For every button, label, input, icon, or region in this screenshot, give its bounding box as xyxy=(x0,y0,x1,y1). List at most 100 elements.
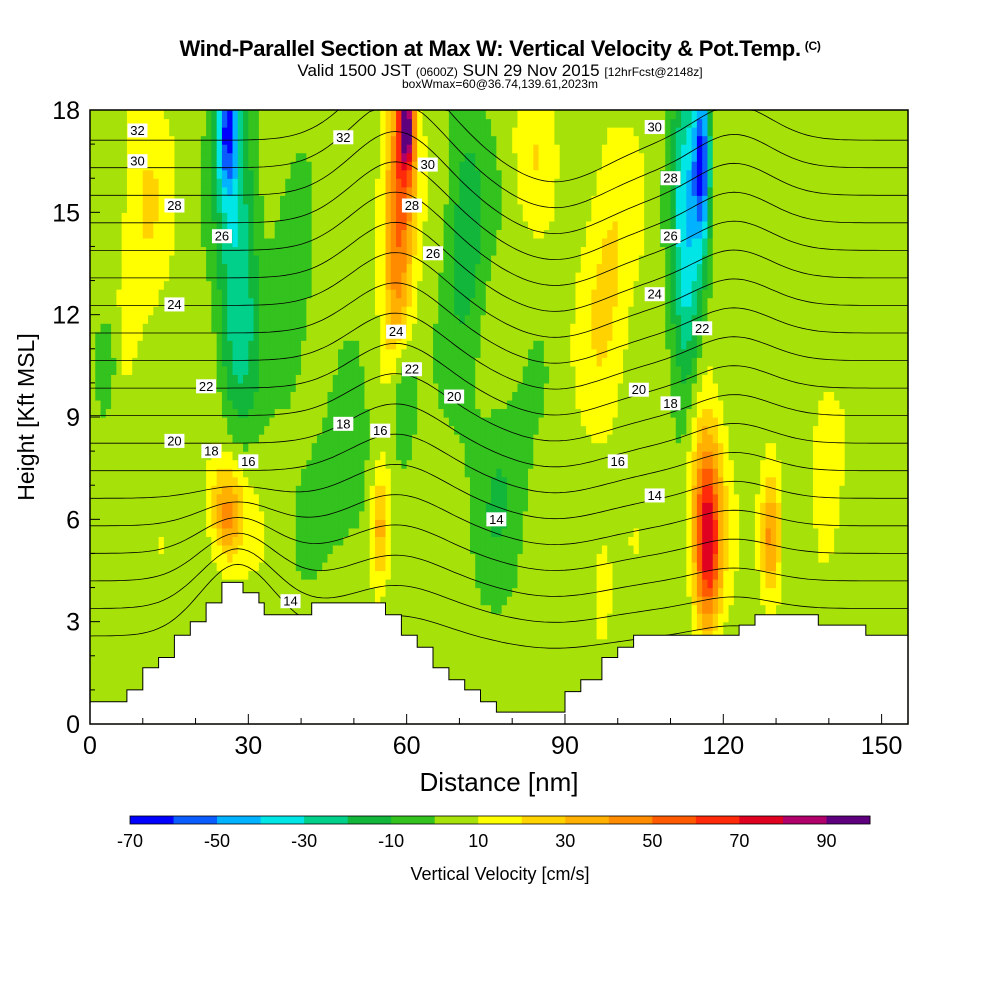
velocity-cell xyxy=(427,510,434,520)
velocity-cell xyxy=(279,553,286,563)
chart-title: Wind-Parallel Section at Max W: Vertical… xyxy=(0,36,1000,62)
velocity-cell xyxy=(301,417,307,427)
velocity-cell xyxy=(396,434,402,444)
velocity-cell xyxy=(316,459,323,469)
velocity-cell xyxy=(316,587,323,597)
velocity-cell xyxy=(153,280,160,290)
velocity-cell xyxy=(290,536,297,546)
velocity-cell xyxy=(100,630,107,640)
velocity-cell xyxy=(359,408,366,418)
velocity-cell xyxy=(227,536,234,546)
velocity-cell xyxy=(269,144,276,154)
velocity-cell xyxy=(111,272,117,282)
velocity-cell xyxy=(396,314,402,324)
velocity-cell xyxy=(158,638,165,648)
velocity-cell xyxy=(448,314,455,324)
velocity-cell xyxy=(327,272,334,282)
velocity-cell xyxy=(327,382,334,393)
velocity-cell xyxy=(184,212,191,222)
velocity-cell xyxy=(322,459,329,469)
velocity-cell xyxy=(364,110,371,120)
velocity-cell xyxy=(411,604,418,614)
velocity-cell xyxy=(253,246,260,256)
velocity-cell xyxy=(258,417,265,427)
velocity-cell xyxy=(443,289,450,299)
velocity-cell xyxy=(443,561,450,572)
velocity-cell xyxy=(253,212,260,222)
velocity-cell xyxy=(411,220,418,230)
velocity-cell xyxy=(311,502,318,512)
velocity-cell xyxy=(390,229,397,239)
velocity-cell xyxy=(137,348,144,358)
velocity-cell xyxy=(169,459,176,469)
velocity-cell xyxy=(390,587,397,597)
velocity-cell xyxy=(306,195,313,205)
velocity-cell xyxy=(433,476,439,486)
velocity-cell xyxy=(100,536,107,546)
velocity-cell xyxy=(295,468,302,478)
velocity-cell xyxy=(169,118,176,128)
velocity-cell xyxy=(448,272,455,282)
velocity-cell xyxy=(95,169,102,179)
velocity-cell xyxy=(200,195,207,205)
velocity-cell xyxy=(137,417,144,427)
velocity-cell xyxy=(274,340,281,350)
velocity-cell xyxy=(327,263,334,273)
velocity-cell xyxy=(401,229,408,239)
velocity-cell xyxy=(311,374,318,384)
velocity-cell xyxy=(137,647,144,657)
velocity-cell xyxy=(105,604,112,614)
velocity-cell xyxy=(427,127,434,137)
velocity-cell xyxy=(443,127,450,137)
velocity-cell xyxy=(195,587,202,597)
velocity-cell xyxy=(322,553,329,563)
velocity-cell xyxy=(269,169,276,179)
velocity-cell xyxy=(274,536,281,546)
velocity-cell xyxy=(290,280,297,290)
velocity-cell xyxy=(433,570,439,580)
velocity-cell xyxy=(359,127,366,137)
velocity-cell xyxy=(126,638,133,648)
velocity-cell xyxy=(137,425,144,435)
velocity-cell xyxy=(153,485,160,495)
velocity-cell xyxy=(353,357,360,367)
velocity-cell xyxy=(285,144,292,154)
velocity-cell xyxy=(258,229,265,239)
velocity-cell xyxy=(274,485,281,495)
velocity-cell xyxy=(137,399,144,410)
velocity-cell xyxy=(422,127,429,137)
velocity-cell xyxy=(338,229,344,239)
velocity-cell xyxy=(253,237,260,248)
velocity-cell xyxy=(364,254,371,265)
velocity-cell xyxy=(95,527,102,537)
velocity-cell xyxy=(406,382,413,393)
velocity-cell xyxy=(364,135,371,145)
velocity-cell xyxy=(132,280,139,290)
velocity-cell xyxy=(359,263,366,273)
velocity-cell xyxy=(148,604,154,614)
velocity-cell xyxy=(443,348,450,358)
velocity-cell xyxy=(264,399,271,410)
velocity-cell xyxy=(285,220,292,230)
velocity-cell xyxy=(401,297,408,307)
velocity-cell xyxy=(411,493,418,503)
velocity-cell xyxy=(380,118,387,128)
velocity-cell xyxy=(116,561,123,572)
velocity-cell xyxy=(316,152,323,162)
velocity-cell xyxy=(274,596,281,606)
velocity-cell xyxy=(111,553,117,563)
velocity-cell xyxy=(422,604,429,614)
velocity-cell xyxy=(116,169,123,179)
velocity-cell xyxy=(153,263,160,273)
velocity-cell xyxy=(179,365,186,375)
velocity-cell xyxy=(306,485,313,495)
velocity-cell xyxy=(348,306,355,316)
velocity-cell xyxy=(248,289,255,299)
velocity-cell xyxy=(343,110,350,120)
velocity-cell xyxy=(121,408,128,418)
velocity-cell xyxy=(253,306,260,316)
velocity-cell xyxy=(105,408,112,418)
velocity-cell xyxy=(322,110,329,120)
velocity-cell xyxy=(137,544,144,555)
velocity-cell xyxy=(290,348,297,358)
